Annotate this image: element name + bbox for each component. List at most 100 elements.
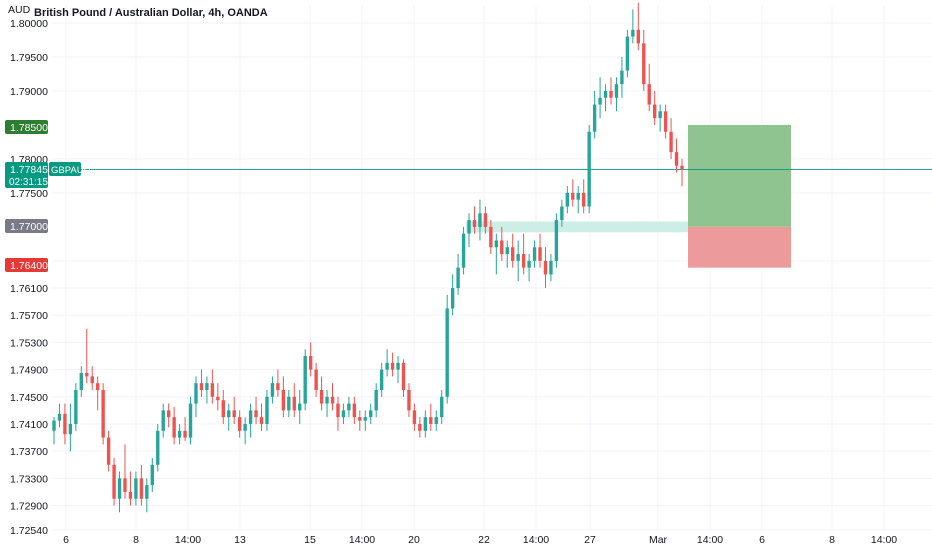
candle-body	[505, 247, 509, 255]
candle-body	[298, 403, 302, 411]
candle	[303, 349, 307, 411]
candle	[631, 9, 635, 44]
candle	[434, 410, 438, 431]
candle	[79, 366, 83, 397]
candle-body	[74, 389, 78, 424]
candle	[603, 84, 608, 112]
candle-body	[374, 389, 378, 411]
candle-body	[653, 104, 657, 119]
candle-body	[101, 389, 105, 438]
candle	[587, 124, 591, 214]
candle	[237, 410, 242, 438]
candle-body	[259, 417, 264, 424]
candle	[358, 410, 362, 431]
candle-body	[516, 254, 520, 261]
candle-body	[647, 84, 651, 105]
candle-body	[532, 247, 537, 261]
long-position-loss-zone[interactable]	[688, 226, 791, 268]
candle-body	[79, 373, 83, 390]
candle-body	[352, 403, 357, 418]
candle	[543, 247, 548, 289]
candle-body	[292, 396, 296, 411]
candle-body	[582, 192, 586, 207]
candle-body	[117, 478, 122, 499]
candle-body	[456, 267, 460, 289]
candle-body	[614, 84, 619, 98]
x-axis[interactable]: 6 8 14:00 13 15 14:00 20 22 14:00 27 Mar 14:00 6 8 14:…	[63, 534, 897, 546]
candle	[123, 444, 127, 499]
candle	[161, 403, 165, 438]
candle	[325, 389, 329, 418]
candle-body	[625, 36, 630, 71]
candle	[95, 376, 100, 411]
candle-body	[172, 417, 176, 438]
x-tick-label: 14:00	[175, 534, 201, 546]
candle-body	[188, 403, 193, 438]
candle-body	[308, 356, 313, 370]
candle	[614, 77, 619, 112]
current-price-badge: 1.77845 02:31:15	[5, 162, 48, 188]
candle	[379, 362, 384, 397]
candle-body	[232, 410, 236, 418]
candle-body	[369, 410, 373, 418]
candle-body	[216, 396, 220, 401]
candle-body	[680, 165, 684, 170]
candle	[532, 240, 537, 268]
candle	[281, 376, 286, 418]
candle	[609, 77, 613, 105]
candle-body	[609, 90, 613, 98]
candle	[63, 403, 67, 445]
candle	[680, 158, 684, 187]
level-price-label: 1.77000	[10, 221, 48, 233]
candle	[347, 396, 351, 418]
candle	[254, 396, 258, 424]
candle	[374, 383, 378, 418]
candle	[598, 77, 602, 119]
candle-body	[281, 389, 286, 411]
candle	[199, 369, 204, 397]
candle-body	[390, 362, 395, 370]
candle-body	[358, 417, 362, 421]
candle-body	[587, 131, 591, 207]
candle	[308, 342, 313, 377]
y-tick-label: 1.74900	[10, 365, 48, 377]
level-price-badge: 1.77000	[5, 219, 48, 233]
candle	[74, 383, 78, 431]
candle	[172, 406, 176, 445]
candle	[221, 389, 225, 424]
candle-body	[636, 29, 641, 44]
candle	[582, 179, 586, 214]
candle	[571, 179, 575, 207]
candle	[494, 233, 499, 275]
candle	[177, 423, 182, 445]
long-position-profit-zone[interactable]	[688, 124, 791, 227]
y-tick-label: 1.77500	[10, 188, 48, 200]
candle-body	[467, 220, 471, 234]
candle	[560, 199, 564, 227]
x-tick-label: 13	[234, 534, 246, 546]
candle	[521, 233, 526, 275]
chart-grid	[52, 6, 932, 531]
candle	[336, 396, 340, 431]
candle-body	[243, 423, 247, 431]
candle	[205, 376, 209, 404]
candle	[319, 376, 324, 411]
candle-body	[221, 400, 225, 418]
candle-body	[336, 403, 340, 418]
candle	[145, 478, 149, 513]
candle	[390, 352, 395, 377]
candle-body	[52, 420, 56, 431]
candle	[636, 2, 641, 51]
candle	[663, 104, 668, 139]
candle	[287, 389, 291, 418]
candle	[576, 186, 580, 214]
candle-body	[571, 192, 575, 200]
y-axis[interactable]: 1.800001.795001.790001.780001.775001.765…	[10, 18, 48, 537]
candle-body	[674, 152, 679, 166]
y-tick-label: 1.76100	[10, 283, 48, 295]
candle-body	[63, 413, 67, 435]
candle	[106, 430, 111, 472]
candle-body	[265, 396, 269, 424]
candle-body	[642, 43, 646, 85]
